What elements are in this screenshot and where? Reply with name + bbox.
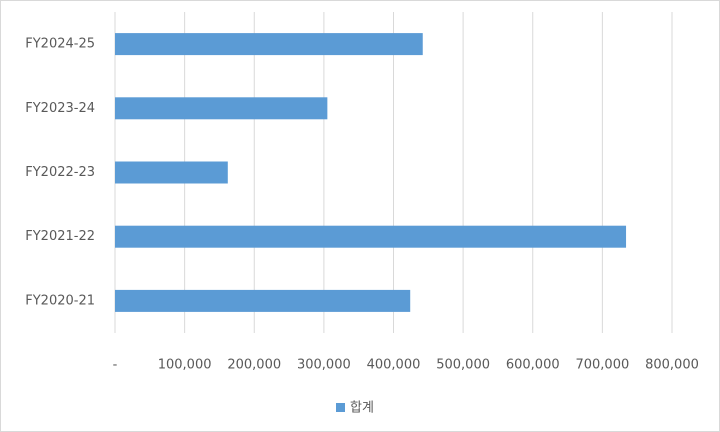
bar [115, 33, 423, 56]
bar [115, 225, 627, 248]
x-tick-label: - [113, 358, 118, 373]
y-tick-label: FY2023-24 [25, 101, 95, 116]
bar [115, 161, 228, 184]
x-tick-label: 800,000 [645, 358, 699, 373]
x-tick-label: 500,000 [436, 358, 490, 373]
bar [115, 97, 328, 120]
legend-label: 합계 [350, 401, 374, 416]
x-tick-label: 100,000 [158, 358, 212, 373]
legend-swatch [336, 403, 345, 412]
x-tick-label: 200,000 [227, 358, 281, 373]
x-tick-label: 700,000 [575, 358, 629, 373]
y-tick-label: FY2020-21 [25, 293, 95, 308]
bar [115, 289, 411, 312]
x-tick-label: 400,000 [367, 358, 421, 373]
y-tick-label: FY2021-22 [25, 229, 95, 244]
x-tick-label: 600,000 [506, 358, 560, 373]
y-tick-label: FY2022-23 [25, 165, 95, 180]
x-tick-label: 300,000 [297, 358, 351, 373]
y-tick-label: FY2024-25 [25, 37, 95, 52]
